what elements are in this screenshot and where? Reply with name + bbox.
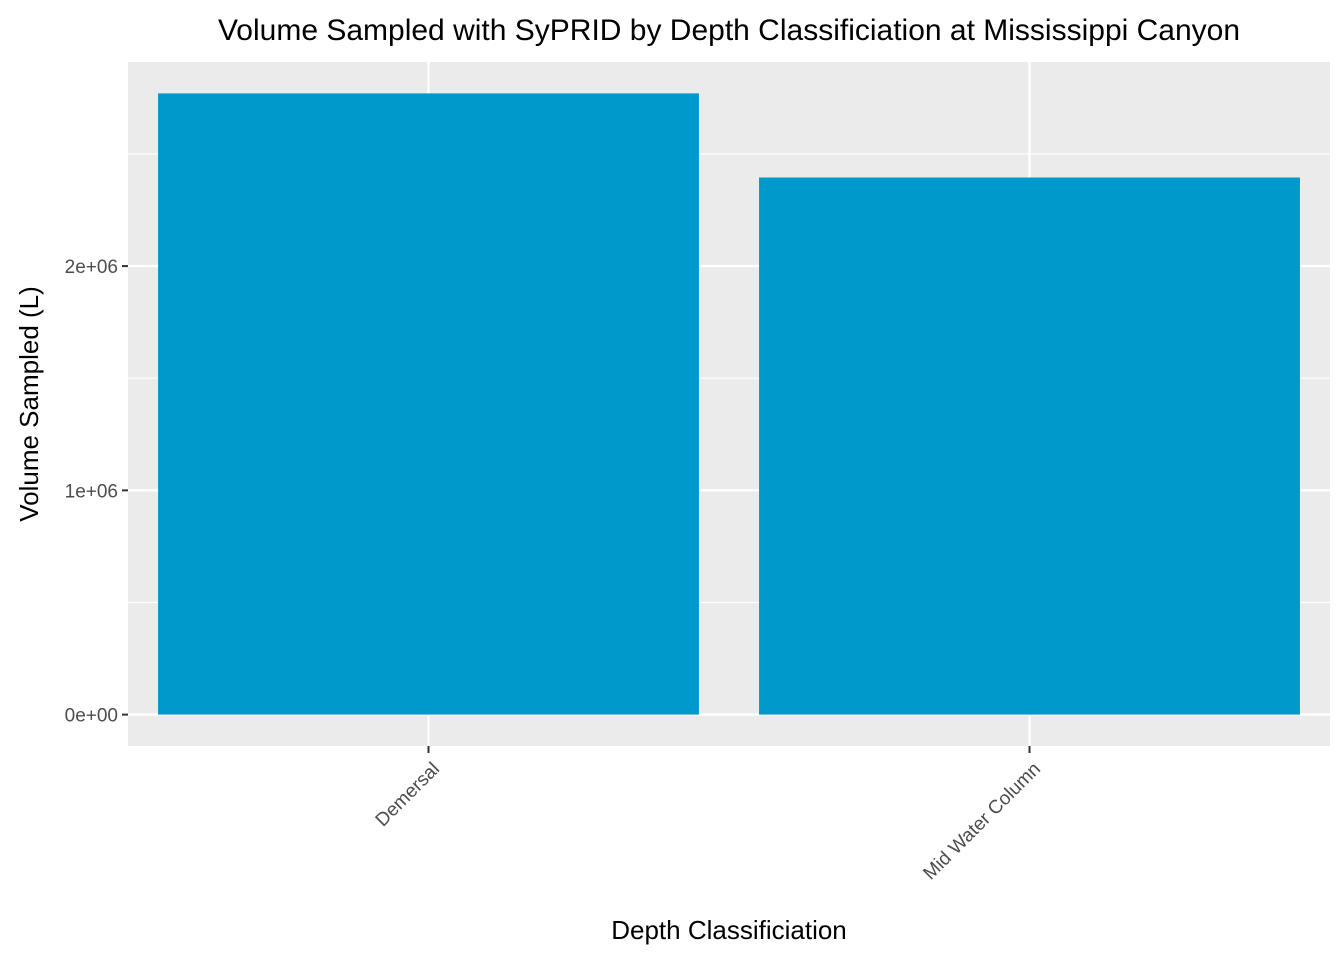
bars: [158, 93, 1300, 715]
x-axis-title: Depth Classificiation: [611, 915, 847, 945]
bar-mid-water-column: [759, 177, 1300, 715]
y-tick-label: 0e+00: [65, 706, 118, 727]
y-axis-title: Volume Sampled (L): [14, 286, 44, 522]
y-tick-label: 1e+06: [65, 481, 118, 502]
chart-title: Volume Sampled with SyPRID by Depth Clas…: [218, 14, 1240, 47]
x-tick-label: Mid Water Column: [919, 759, 1045, 885]
y-tick-label: 2e+06: [65, 257, 118, 278]
x-tick-label: Demersal: [372, 759, 444, 831]
bar-demersal: [158, 93, 699, 715]
